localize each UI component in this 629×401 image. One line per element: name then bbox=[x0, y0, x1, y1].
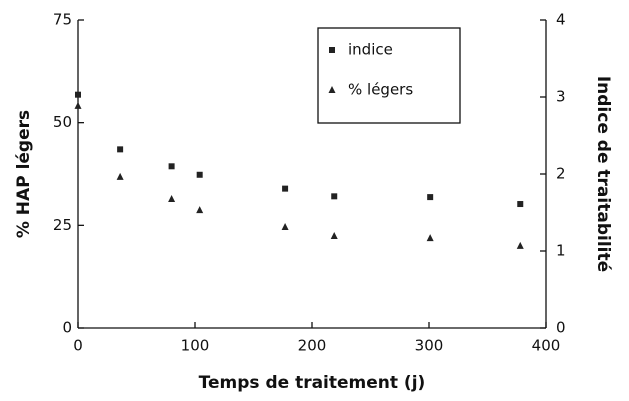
triangle-marker bbox=[116, 172, 124, 180]
square-marker bbox=[517, 201, 524, 208]
y2-tick-label: 0 bbox=[556, 319, 566, 337]
square-marker bbox=[282, 185, 289, 192]
square-marker bbox=[117, 146, 124, 153]
y2-tick-label: 4 bbox=[556, 11, 566, 29]
x-tick-label: 100 bbox=[181, 337, 210, 355]
legend-marker bbox=[328, 86, 336, 93]
y-tick-label: 50 bbox=[53, 113, 72, 131]
triangle-marker bbox=[426, 234, 434, 242]
x-tick-label: 400 bbox=[532, 337, 561, 355]
x-tick-label: 0 bbox=[73, 337, 83, 355]
square-marker bbox=[196, 171, 203, 178]
legend-box bbox=[317, 27, 461, 124]
square-marker bbox=[427, 194, 434, 201]
y2-tick-label: 2 bbox=[556, 165, 566, 183]
y2-axis-label: Indice de traitabilité bbox=[593, 76, 613, 272]
legend-marker bbox=[329, 47, 335, 53]
y2-tick-label: 3 bbox=[556, 88, 566, 106]
legend-label: % légers bbox=[348, 81, 413, 99]
x-axis-label: Temps de traitement (j) bbox=[199, 373, 426, 393]
y-tick-label: 25 bbox=[53, 216, 72, 234]
triangle-marker bbox=[330, 232, 338, 240]
y2-tick-label: 1 bbox=[556, 242, 566, 260]
triangle-marker bbox=[281, 222, 289, 230]
triangle-marker bbox=[168, 195, 176, 203]
x-tick-label: 200 bbox=[298, 337, 327, 355]
y-tick-label: 75 bbox=[53, 11, 72, 29]
legend-label: indice bbox=[348, 41, 393, 59]
x-tick-label: 300 bbox=[415, 337, 444, 355]
triangle-marker bbox=[196, 206, 204, 214]
triangle-marker bbox=[516, 241, 524, 249]
y-axis-label: % HAP légers bbox=[14, 110, 34, 238]
triangle-marker bbox=[74, 101, 82, 109]
square-marker bbox=[75, 91, 81, 98]
square-marker bbox=[331, 193, 338, 200]
y-tick-label: 0 bbox=[62, 319, 72, 337]
square-marker bbox=[168, 163, 175, 170]
